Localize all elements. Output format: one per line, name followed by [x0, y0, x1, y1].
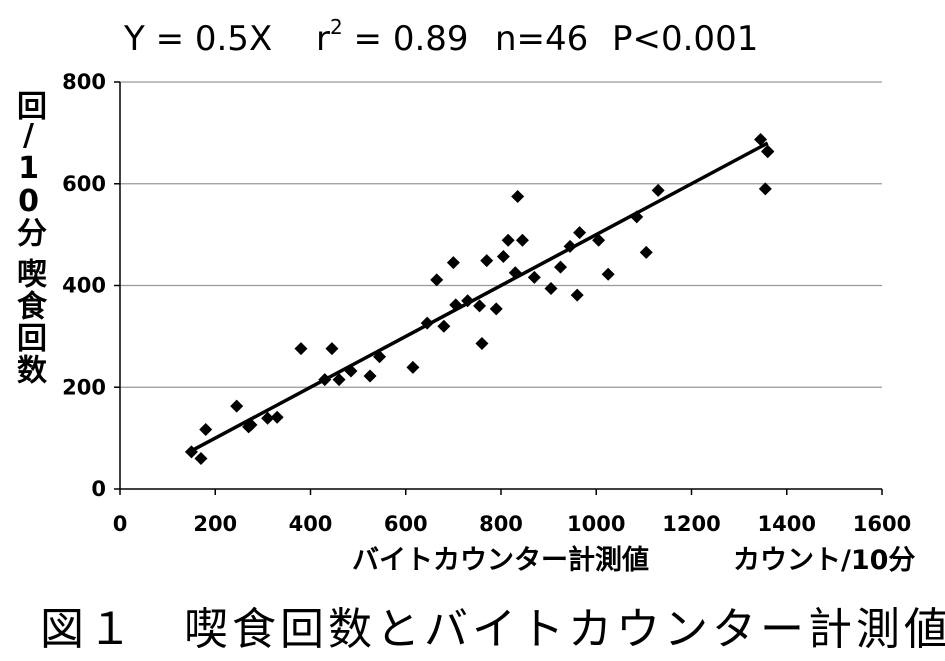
data-point-4: [230, 399, 244, 413]
y-axis-label: 喫食回数: [11, 258, 46, 386]
sample-size: n=46: [495, 19, 589, 59]
data-point-46: [761, 144, 775, 158]
x-axis-unit: カウント/10分: [733, 545, 916, 576]
figure-caption: 図１ 喫食回数とバイトカウンター計測値: [40, 604, 945, 655]
data-points: [184, 132, 775, 465]
r-squared-superscript: 2: [329, 15, 343, 39]
data-point-37: [573, 226, 587, 240]
x-axis-label: バイトカウンター計測値: [352, 545, 649, 576]
data-point-31: [515, 233, 529, 247]
data-point-1: [184, 445, 198, 459]
x-tick-label-1000: 1000: [567, 512, 625, 536]
y-tick-label-400: 400: [62, 274, 106, 298]
data-point-8: [270, 410, 284, 424]
data-point-34: [554, 260, 568, 274]
data-point-14: [363, 369, 377, 383]
data-point-27: [496, 250, 510, 264]
data-point-7: [261, 411, 275, 425]
r-squared-value: = 0.89: [342, 19, 469, 59]
x-tick-label-600: 600: [384, 512, 428, 536]
data-point-6: [244, 418, 258, 432]
data-point-2: [194, 451, 208, 465]
x-tick-label-1400: 1400: [758, 512, 816, 536]
axes: [114, 81, 883, 495]
data-point-16: [406, 360, 420, 374]
x-tick-label-1600: 1600: [853, 512, 911, 536]
data-point-35: [563, 239, 577, 253]
r-squared: r2 = 0.89: [316, 14, 469, 64]
x-tick-label-1200: 1200: [662, 512, 720, 536]
y-tick-label-200: 200: [62, 375, 106, 399]
data-point-21: [449, 298, 463, 312]
data-point-29: [508, 266, 522, 280]
data-point-12: [332, 373, 346, 387]
data-point-18: [430, 273, 444, 287]
x-tick-label-200: 200: [193, 512, 237, 536]
r-squared-base: r: [316, 19, 330, 59]
data-point-20: [446, 256, 460, 270]
x-tick-label-0: 0: [113, 512, 128, 536]
y-axis-unit: 回/10分: [11, 90, 46, 245]
data-point-44: [758, 182, 772, 196]
data-point-25: [480, 254, 494, 268]
data-point-32: [527, 270, 541, 284]
data-point-15: [373, 350, 387, 364]
regression-equation: Y = 0.5X: [124, 19, 273, 59]
data-point-24: [475, 336, 489, 350]
data-point-11: [325, 342, 339, 356]
y-tick-label-0: 0: [91, 477, 106, 501]
data-point-41: [639, 245, 653, 259]
regression-stats: Y = 0.5X r2 = 0.89 n=46 P<0.001: [0, 14, 945, 64]
y-tick-label-600: 600: [62, 172, 106, 196]
data-point-42: [651, 183, 665, 197]
data-point-43: [754, 132, 768, 146]
p-value: P<0.001: [612, 19, 759, 59]
data-point-30: [511, 189, 525, 203]
data-point-26: [489, 302, 503, 316]
data-point-19: [437, 319, 451, 333]
trendline-group: [190, 141, 769, 453]
data-point-33: [544, 282, 558, 296]
data-point-40: [630, 210, 644, 224]
data-point-9: [294, 342, 308, 356]
data-point-13: [344, 364, 358, 378]
data-point-17: [420, 316, 434, 330]
data-point-3: [199, 422, 213, 436]
data-point-10: [318, 373, 332, 387]
grid-lines: [120, 81, 882, 388]
data-point-39: [601, 267, 615, 281]
data-point-22: [461, 294, 475, 308]
x-tick-label-800: 800: [479, 512, 523, 536]
data-point-36: [570, 288, 584, 302]
data-point-28: [501, 233, 515, 247]
data-point-23: [473, 299, 487, 313]
x-tick-label-400: 400: [289, 512, 333, 536]
tick-labels: 0 200 400 600 800 0 200 400 600 800 1000 1200 1400 16…: [62, 70, 911, 536]
y-tick-label-800: 800: [62, 70, 106, 94]
data-point-38: [592, 233, 606, 247]
trendline: [190, 141, 769, 453]
